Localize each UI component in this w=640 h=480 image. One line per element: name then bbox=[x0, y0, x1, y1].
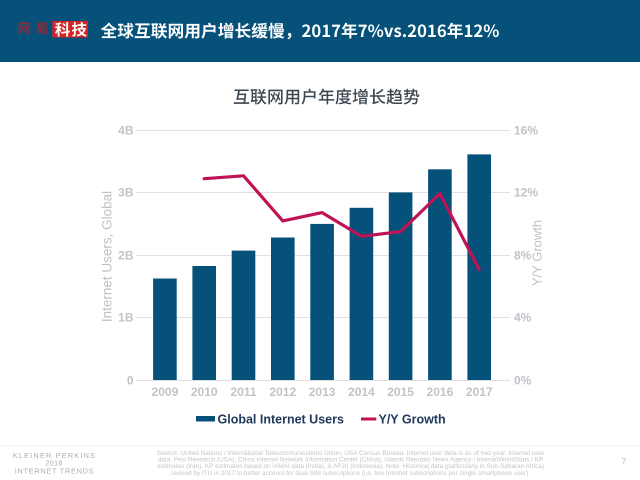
svg-text:12%: 12% bbox=[514, 185, 538, 199]
svg-text:INTERNET TRENDS: INTERNET TRENDS bbox=[15, 466, 95, 475]
svg-text:2014: 2014 bbox=[348, 385, 375, 399]
svg-text:KLEINER PERKINS: KLEINER PERKINS bbox=[13, 451, 96, 460]
svg-text:data: Pew Research (USA), Chin: data: Pew Research (USA), China Internet… bbox=[158, 457, 544, 464]
svg-text:2015: 2015 bbox=[387, 385, 414, 399]
svg-text:1B: 1B bbox=[118, 310, 134, 324]
svg-text:Y/Y Growth: Y/Y Growth bbox=[379, 412, 446, 426]
svg-text:0: 0 bbox=[127, 373, 134, 387]
svg-text:Global Internet Users: Global Internet Users bbox=[218, 412, 344, 426]
svg-text:2017: 2017 bbox=[466, 385, 493, 399]
svg-text:2011: 2011 bbox=[230, 385, 256, 399]
svg-text:4B: 4B bbox=[118, 123, 134, 137]
svg-text:7: 7 bbox=[622, 457, 627, 467]
svg-text:Internet Users, Global: Internet Users, Global bbox=[100, 191, 115, 322]
svg-text:3B: 3B bbox=[118, 185, 134, 199]
svg-text:2016: 2016 bbox=[427, 385, 454, 399]
svg-text:2018: 2018 bbox=[45, 459, 62, 468]
svg-text:16%: 16% bbox=[514, 123, 538, 137]
svg-text:2013: 2013 bbox=[309, 385, 336, 399]
svg-text:2010: 2010 bbox=[191, 385, 218, 399]
svg-text:revised by ITU in 2017 to bett: revised by ITU in 2017 to better account… bbox=[171, 470, 530, 477]
svg-text:4%: 4% bbox=[514, 310, 532, 324]
svg-text:Y/Y Growth: Y/Y Growth bbox=[530, 220, 545, 286]
svg-text:8%: 8% bbox=[514, 248, 532, 262]
svg-text:2009: 2009 bbox=[152, 385, 179, 399]
svg-text:2012: 2012 bbox=[269, 385, 296, 399]
svg-text:Source: United Nations / Inter: Source: United Nations / International T… bbox=[157, 450, 546, 457]
svg-text:estimates (Iran). KP estimates: estimates (Iran). KP estimates based on … bbox=[157, 463, 544, 470]
svg-text:2B: 2B bbox=[118, 248, 134, 262]
svg-text:0%: 0% bbox=[514, 373, 532, 387]
